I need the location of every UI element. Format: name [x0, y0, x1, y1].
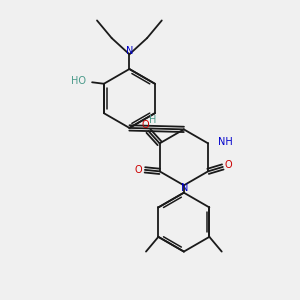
Text: N: N — [181, 183, 188, 193]
Text: O: O — [142, 120, 149, 130]
Text: O: O — [135, 165, 142, 175]
Text: H: H — [149, 115, 156, 125]
Text: O: O — [225, 160, 232, 170]
Text: N: N — [126, 46, 133, 56]
Text: NH: NH — [218, 137, 232, 147]
Text: HO: HO — [71, 76, 86, 86]
